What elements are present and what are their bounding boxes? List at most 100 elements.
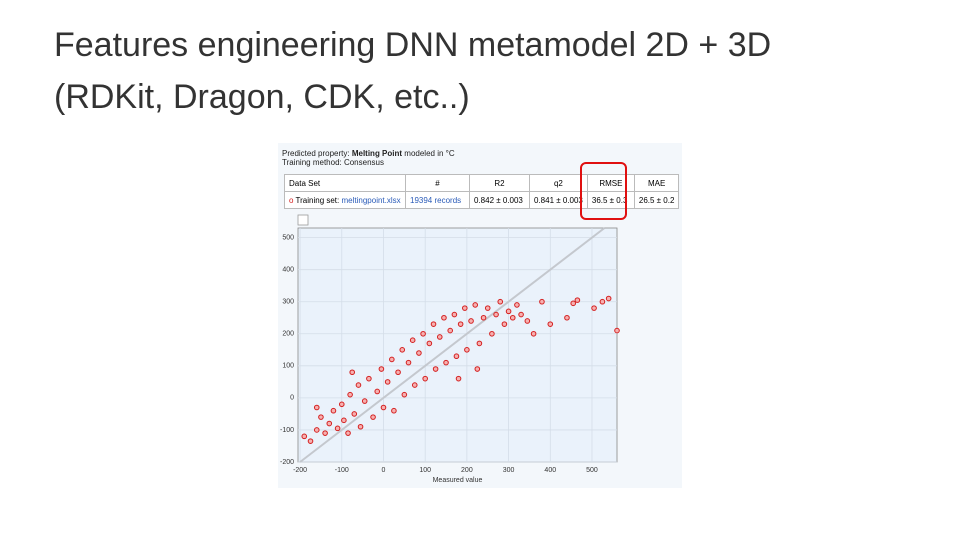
point: [472, 302, 479, 308]
point: [345, 430, 351, 436]
x-tick-label: -200: [293, 467, 307, 474]
point: [451, 311, 458, 318]
point: [430, 321, 437, 327]
point: [357, 423, 364, 430]
point: [518, 311, 524, 318]
point: [366, 375, 372, 382]
y-tick-label: 200: [282, 331, 294, 338]
point: [489, 330, 495, 337]
point: [614, 327, 620, 334]
point: [484, 305, 491, 311]
point: [457, 321, 464, 327]
point: [505, 308, 512, 315]
point: [464, 347, 470, 353]
data-row: o Training set: meltingpoint.xlsx 19394 …: [284, 191, 680, 209]
point: [574, 297, 581, 303]
highlight-box: [580, 162, 627, 220]
point: [474, 366, 481, 372]
y-tick-label: 300: [282, 299, 294, 306]
mae-cell: 26.5 ± 0.2: [633, 191, 680, 209]
y-tick-label: 0: [290, 395, 294, 402]
point: [399, 347, 406, 353]
point: [432, 366, 439, 372]
x-tick-label: 0: [382, 467, 386, 474]
property-suffix: modeled in °C: [404, 149, 455, 158]
point: [391, 407, 397, 414]
slide-title: Features engineering DNN metamodel 2D + …: [54, 26, 772, 64]
point: [453, 353, 460, 360]
point: [476, 340, 483, 347]
point: [539, 298, 545, 305]
point: [374, 388, 381, 395]
point: [443, 359, 449, 366]
point: [420, 330, 426, 337]
point: [389, 356, 395, 363]
point: [349, 369, 356, 376]
method: Training method: Consensus: [282, 158, 384, 167]
point: [355, 382, 362, 388]
point: [401, 391, 408, 398]
point: [493, 311, 499, 318]
point: [599, 298, 606, 305]
point: [301, 433, 308, 440]
point: [514, 302, 520, 308]
point: [416, 350, 422, 356]
point: [326, 420, 333, 427]
point: [307, 438, 314, 444]
point: [524, 318, 531, 324]
rmse-cell: 36.5 ± 0.3: [586, 191, 635, 209]
identity-line: [299, 227, 606, 463]
x-tick-label: 300: [503, 467, 515, 474]
point: [313, 404, 320, 411]
r2-cell: 0.842 ± 0.003: [469, 191, 530, 209]
point: [341, 417, 347, 424]
point: [361, 398, 368, 404]
y-tick-label: 500: [282, 234, 294, 241]
point: [347, 391, 353, 398]
point: [570, 300, 577, 307]
point: [318, 414, 324, 420]
point: [411, 382, 418, 388]
point: [501, 321, 508, 327]
point: [547, 321, 554, 327]
dataset-cell: o Training set: meltingpoint.xlsx: [284, 191, 406, 209]
point: [330, 407, 337, 414]
x-tick-label: 200: [461, 467, 473, 474]
point: [436, 334, 443, 340]
point: [455, 375, 462, 382]
point: [447, 327, 454, 334]
point: [509, 314, 516, 321]
dataset-label: Training set:: [295, 195, 340, 205]
point: [384, 379, 391, 385]
point: [395, 369, 401, 376]
expand-icon[interactable]: [297, 214, 309, 226]
point: [405, 359, 412, 366]
x-axis-label: Measured value: [433, 477, 483, 484]
point: [468, 318, 474, 324]
point: [426, 340, 433, 347]
point: [409, 337, 416, 343]
y-tick-label: 100: [282, 363, 294, 370]
stats-table: Data Set # R2 q2 RMSE MAE o Training set…: [284, 174, 680, 209]
point: [605, 295, 612, 302]
x-tick-label: 100: [419, 467, 431, 474]
point: [378, 366, 385, 372]
property: Melting Point: [351, 149, 403, 158]
x-tick-label: -100: [335, 467, 349, 474]
point: [338, 401, 345, 408]
x-tick-label: 400: [544, 467, 556, 474]
point: [497, 298, 504, 305]
property-prefix: Predicted property:: [282, 149, 350, 158]
point: [334, 425, 341, 432]
point: [461, 305, 468, 311]
slide-title: (RDKit, Dragon, CDK, etc..): [54, 78, 470, 116]
y-tick-label: 400: [282, 267, 294, 274]
property-line: Predicted property: Melting Point modele…: [282, 149, 455, 158]
dataset-file[interactable]: meltingpoint.xlsx: [341, 195, 401, 205]
point: [370, 414, 376, 420]
point: [351, 411, 358, 417]
point: [380, 404, 387, 411]
point: [480, 314, 487, 321]
